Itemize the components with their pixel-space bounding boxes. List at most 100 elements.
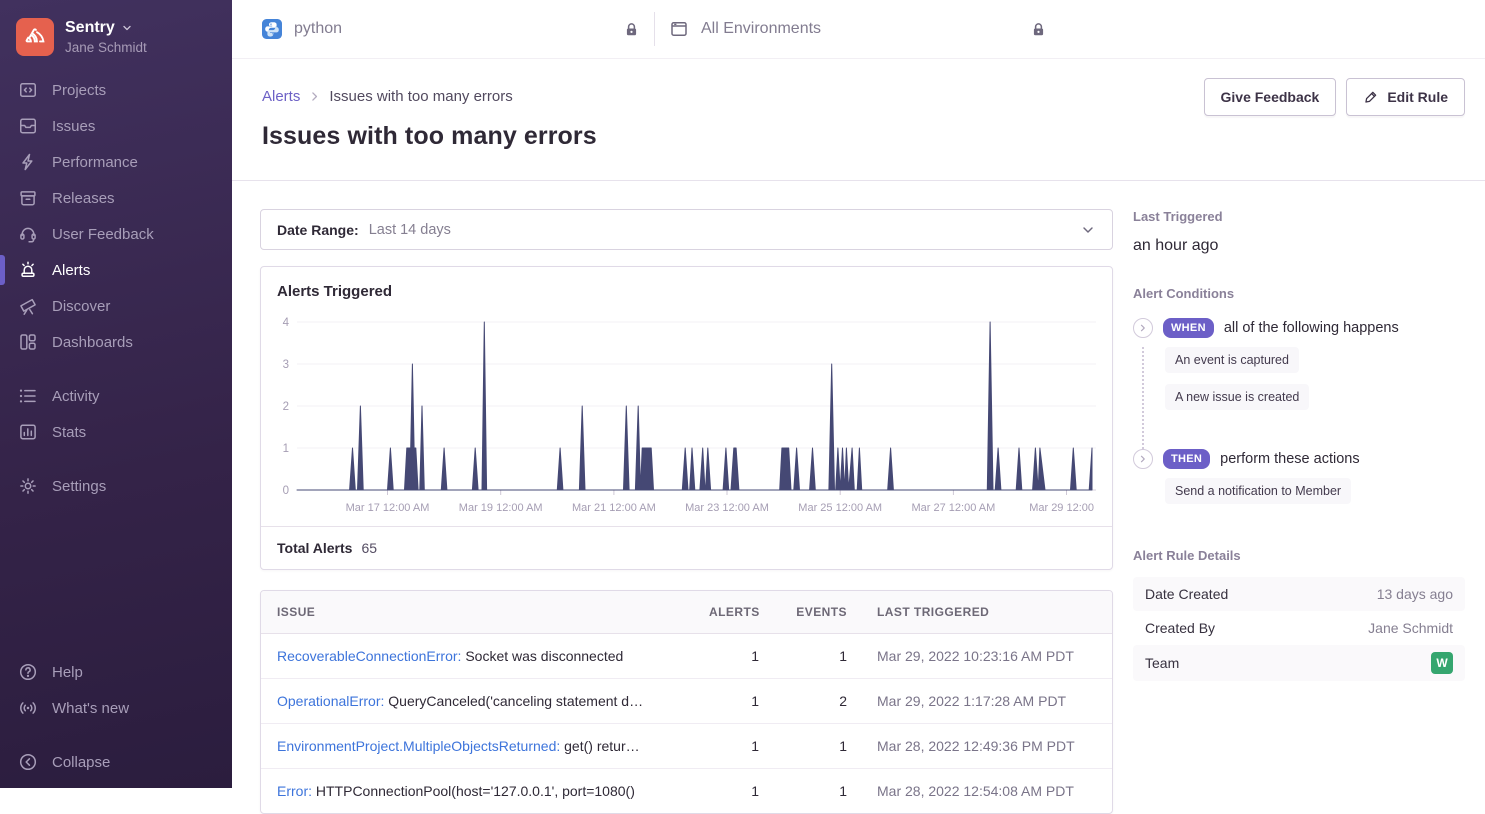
issue-link[interactable]: Error: [277,783,312,799]
when-badge: WHEN [1163,318,1214,338]
issue-cell: EnvironmentProject.MultipleObjectsReturn… [277,738,709,754]
sidebar-nav-tertiary: Settings [0,468,232,504]
user-feedback-icon [18,224,38,244]
edit-rule-button[interactable]: Edit Rule [1346,78,1465,116]
details-sidebar: Last Triggered an hour ago Alert Conditi… [1133,209,1465,788]
main-content: Date Range: Last 14 days Alerts Triggere… [232,182,1485,814]
sidebar-item-label: Stats [52,423,87,441]
alert-rule-details-heading: Alert Rule Details [1133,548,1241,563]
svg-text:Mar 29 12:00 A: Mar 29 12:00 A [1029,502,1096,514]
page-title: Issues with too many errors [262,122,597,150]
table-row: EnvironmentProject.MultipleObjectsReturn… [261,723,1112,768]
org-name: Sentry [65,19,115,36]
last-triggered-time: Mar 29, 2022 1:17:28 AM PDT [877,693,1067,709]
total-alerts-value: 65 [361,540,378,556]
detail-label: Team [1145,655,1180,671]
issue-description: Socket was disconnected [465,648,624,664]
sidebar-item-user-feedback[interactable]: User Feedback [0,216,232,252]
breadcrumb-alerts-link[interactable]: Alerts [262,88,301,105]
discover-icon [18,296,38,316]
sidebar-item-label: Alerts [52,261,91,279]
events-count: 1 [839,648,847,664]
sidebar-item-projects[interactable]: Projects [0,72,232,108]
when-condition-row: WHEN all of the following happens [1133,318,1465,338]
then-text: perform these actions [1220,451,1360,467]
issues-table-panel: ISSUE ALERTS EVENTS LAST TRIGGERED Recovera… [260,590,1113,814]
org-user-block: Sentry Jane Schmidt [65,19,147,55]
org-header[interactable]: Sentry Jane Schmidt [0,16,232,72]
sidebar-item-collapse[interactable]: Collapse [0,744,232,780]
alert-rule-details-table: Date Created 13 days ago Created By Jane Sc… [1133,577,1465,681]
condition-pill: Send a notification to Member [1165,478,1352,504]
lock-icon[interactable] [1030,21,1047,38]
chevron-right-circle-icon [1133,318,1153,338]
alerts-count: 1 [751,783,759,799]
column-header-events: EVENTS [796,605,847,619]
sidebar-item-label: Discover [52,297,111,315]
sidebar-item-settings[interactable]: Settings [0,468,232,504]
sentry-logo-icon [16,18,54,56]
issue-link[interactable]: RecoverableConnectionError: [277,648,462,664]
svg-text:1: 1 [283,443,289,455]
sidebar-nav-primary: Projects Issues Performance Releases User Fe… [0,72,232,360]
issue-cell: Error: HTTPConnectionPool(host='127.0.0.… [277,783,709,799]
table-row: Error: HTTPConnectionPool(host='127.0.0.… [261,768,1112,813]
sidebar-item-label: Performance [52,153,138,171]
sidebar-item-label: Projects [52,81,107,99]
issue-link[interactable]: OperationalError: [277,693,385,709]
events-count: 1 [839,738,847,754]
then-items: Send a notification to Member [1142,478,1465,504]
lock-icon[interactable] [623,21,640,38]
issue-cell: RecoverableConnectionError: Socket was d… [277,648,709,664]
table-row: RecoverableConnectionError: Socket was d… [261,634,1112,678]
table-row: OperationalError: QueryCanceled('canceli… [261,678,1112,723]
environment-selector[interactable]: All Environments [669,19,1047,39]
alert-conditions-heading: Alert Conditions [1133,286,1235,301]
detail-value: 13 days ago [1376,586,1453,602]
column-header-issue: ISSUE [277,605,316,619]
sidebar-item-label: Dashboards [52,333,133,351]
last-triggered-time: Mar 28, 2022 12:54:08 AM PDT [877,783,1074,799]
pencil-icon [1365,91,1377,103]
alerts-count: 1 [751,693,759,709]
stats-icon [18,422,38,442]
give-feedback-button[interactable]: Give Feedback [1203,78,1337,116]
alerts-triggered-chart: 0 1 2 3 4 Mar 17 12:00 AM Mar 19 12:00 AM Mar 2… [283,317,1096,514]
breadcrumb-current: Issues with too many errors [329,88,513,105]
svg-text:3: 3 [283,359,289,371]
detail-row: Created By Jane Schmidt [1133,611,1465,645]
sidebar-item-alerts[interactable]: Alerts [0,252,232,288]
sidebar-item-label: Activity [52,387,100,405]
sidebar-item-activity[interactable]: Activity [0,378,232,414]
column-header-alerts: ALERTS [709,605,760,619]
topbar-divider [654,12,655,46]
sidebar-item-what-s-new[interactable]: What's new [0,690,232,726]
last-triggered-heading: Last Triggered [1133,209,1223,224]
sidebar-item-performance[interactable]: Performance [0,144,232,180]
condition-pill: A new issue is created [1165,384,1310,410]
activity-icon [18,386,38,406]
date-range-dropdown[interactable]: Date Range: Last 14 days [260,209,1113,250]
alerts-icon [18,260,38,280]
issues-table-header: ISSUE ALERTS EVENTS LAST TRIGGERED [261,591,1112,634]
sidebar-item-releases[interactable]: Releases [0,180,232,216]
project-name: python [294,20,343,37]
sidebar-item-help[interactable]: Help [0,654,232,690]
sidebar-item-issues[interactable]: Issues [0,108,232,144]
sidebar-item-discover[interactable]: Discover [0,288,232,324]
issue-description: QueryCanceled('canceling statement d… [388,693,644,709]
dashboards-icon [18,332,38,352]
project-selector[interactable]: python [262,19,640,39]
team-badge[interactable]: W [1431,652,1453,674]
main-column: Date Range: Last 14 days Alerts Triggere… [260,209,1113,814]
svg-text:2: 2 [283,401,289,413]
sidebar-item-stats[interactable]: Stats [0,414,232,450]
collapse-icon [18,752,38,772]
date-range-label: Date Range: [277,221,359,238]
sidebar-item-dashboards[interactable]: Dashboards [0,324,232,360]
detail-label: Created By [1145,620,1216,636]
releases-icon [18,188,38,208]
sidebar-item-label: What's new [52,699,130,717]
issue-link[interactable]: EnvironmentProject.MultipleObjectsReturn… [277,738,561,754]
python-logo-icon [262,19,282,39]
